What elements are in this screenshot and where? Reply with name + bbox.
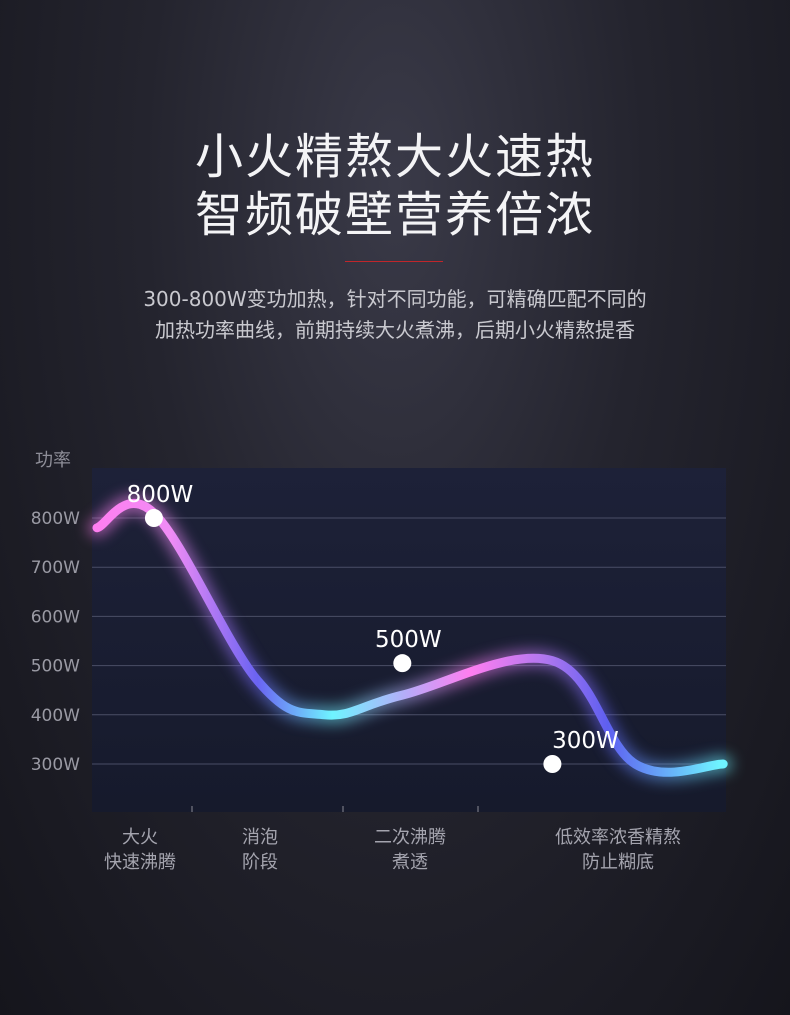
y-tick-label: 700W [31,558,80,578]
power-curve-line [92,499,728,777]
phase-label-line-2: 阶段 [242,852,278,873]
power-curve-chart: 800W 700W 600W 500W 400W 300W 800W 500W 300W 功率… [31,450,733,873]
phase-label-line-1: 消泡 [242,827,278,848]
headline-line-1: 小火精熬大火速热 [194,129,595,185]
y-tick-label: 600W [31,607,80,627]
phase-label-line-1: 低效率浓香精熬 [555,827,681,848]
accent-divider [345,261,443,262]
headline-line-2: 智频破壁营养倍浓 [194,187,595,243]
power-point-marker [393,654,412,673]
power-point-label: 300W [552,728,619,754]
power-point-label: 800W [127,482,194,508]
y-tick-label: 400W [31,706,80,726]
y-axis-label: 功率 [35,450,71,471]
y-tick-label: 800W [31,509,80,529]
phase-label-line-2: 防止糊底 [582,852,654,873]
power-point-marker [144,509,163,527]
phase-label-line-2: 煮透 [392,852,428,873]
phase-label-line-1: 二次沸腾 [374,827,446,848]
power-point-label: 500W [375,627,442,653]
y-tick-label: 300W [31,755,80,775]
phase-label-line-1: 大火 [122,827,158,848]
power-point-marker [543,755,562,773]
description-line-2: 加热功率曲线，前期持续大火煮沸，后期小火精熬提香 [155,318,635,342]
description-line-1: 300-800W变功加热，针对不同功能，可精确匹配不同的 [143,287,647,311]
phase-label-line-2: 快速沸腾 [104,852,176,873]
y-tick-label: 500W [31,657,80,677]
